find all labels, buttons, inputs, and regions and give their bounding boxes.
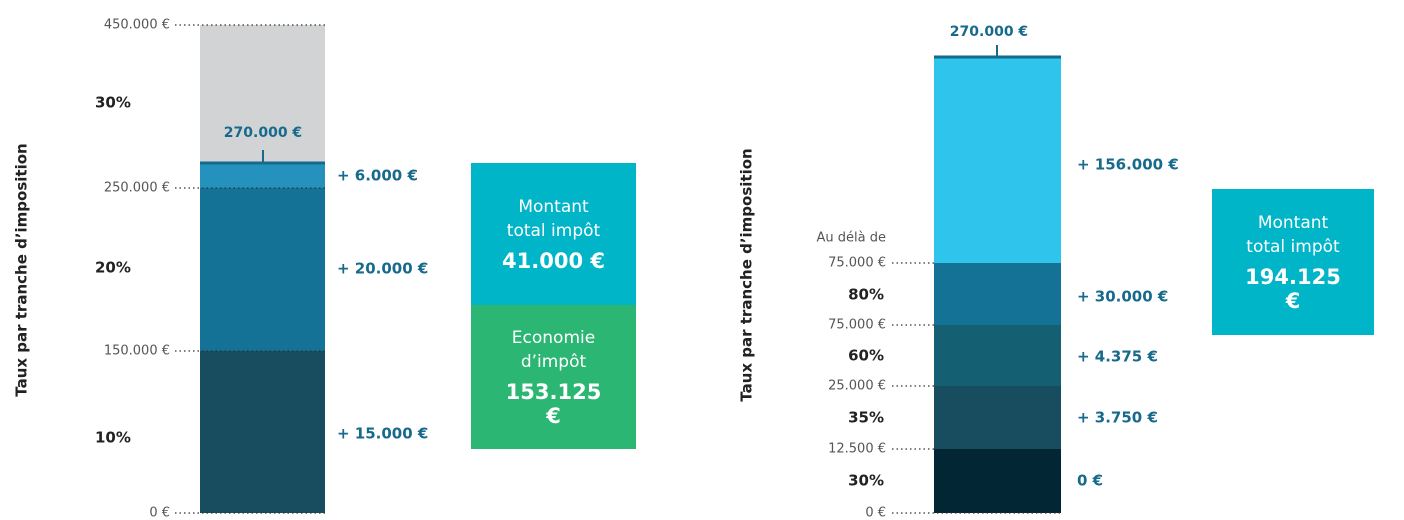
axis-label: 12.500 €	[828, 442, 886, 457]
total-box: Montant total impôt 194.125 €	[1212, 189, 1374, 335]
total-value: 41.000 €	[502, 249, 605, 273]
total-label: Montant total impôt	[506, 197, 601, 241]
bar-segment	[934, 263, 1061, 325]
rate-label: 60%	[848, 347, 884, 365]
amount-label: 0 €	[1077, 472, 1103, 490]
rate-label: 35%	[848, 409, 884, 427]
rate-label: 80%	[848, 286, 884, 304]
axis-label: 75.000 €	[828, 256, 886, 271]
axis-title: Taux par tranche d’imposition	[13, 143, 31, 396]
bar-segment	[934, 449, 1061, 513]
amount-label: + 3.750 €	[1077, 409, 1158, 427]
saving-box: Economie d’impôt 153.125 €	[471, 305, 636, 449]
amount-label: + 4.375 €	[1077, 348, 1158, 366]
saving-value: 153.125 €	[505, 380, 602, 428]
rate-label: 30%	[848, 472, 884, 490]
bar-segment	[934, 57, 1061, 263]
marker-label: 270.000 €	[950, 24, 1028, 40]
bar-segment	[200, 25, 325, 163]
bar-segment	[934, 325, 1061, 386]
amount-label: + 15.000 €	[337, 425, 428, 443]
axis-label: 25.000 €	[828, 379, 886, 394]
rate-label: 20%	[95, 259, 131, 277]
axis-label: 450.000 €	[104, 18, 170, 33]
axis-label: 0 €	[149, 506, 170, 520]
bar-segment	[200, 351, 325, 513]
bar-segment	[200, 188, 325, 351]
axis-label: 150.000 €	[104, 344, 170, 359]
bar-segment	[934, 386, 1061, 449]
axis-label: 250.000 €	[104, 181, 170, 196]
saving-label: Economie d’impôt	[511, 328, 596, 372]
amount-label: + 30.000 €	[1077, 288, 1168, 306]
bar-segment	[200, 163, 325, 188]
amount-label: + 156.000 €	[1077, 156, 1179, 174]
rate-label: 30%	[95, 94, 131, 112]
marker-label: 270.000 €	[224, 125, 302, 141]
total-box: Montant total impôt 41.000 €	[471, 163, 636, 305]
axis-label: 0 €	[865, 506, 886, 520]
total-label: Montant total impôt	[1246, 213, 1340, 257]
rate-label: 10%	[95, 429, 131, 447]
amount-label: + 20.000 €	[337, 260, 428, 278]
total-value: 194.125 €	[1245, 265, 1341, 313]
axis-note: Au délà de	[817, 231, 886, 246]
amount-label: + 6.000 €	[337, 167, 418, 185]
axis-label: 75.000 €	[828, 318, 886, 333]
axis-title: Taux par tranche d’imposition	[738, 148, 756, 401]
